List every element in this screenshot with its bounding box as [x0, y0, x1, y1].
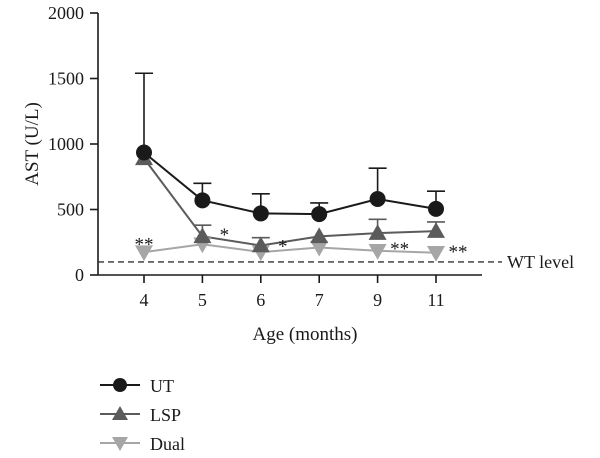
x-tick-label: 7 — [315, 290, 324, 310]
significance-marker: ** — [449, 242, 468, 263]
legend-label: UT — [150, 376, 174, 396]
x-tick-label: 5 — [198, 290, 207, 310]
y-tick-label: 0 — [75, 265, 84, 285]
x-tick-label: 4 — [140, 290, 149, 310]
significance-marker: * — [278, 236, 288, 257]
error-bars — [135, 72, 445, 246]
y-tick-label: 1000 — [48, 134, 84, 154]
series-markers — [135, 144, 445, 262]
y-tick-label: 1500 — [48, 69, 84, 89]
y-tick-label: 2000 — [48, 3, 84, 23]
legend-swatch-marker — [113, 378, 127, 392]
legend-swatch-marker — [112, 406, 128, 420]
significance-marker: ** — [135, 234, 154, 255]
x-tick-label: 6 — [256, 290, 265, 310]
x-axis-label: Age (months) — [252, 324, 357, 345]
marker-dual — [135, 245, 153, 262]
marker-dual — [427, 245, 445, 262]
marker-lsp — [427, 222, 445, 238]
y-axis-label: AST (U/L) — [22, 102, 43, 186]
x-tick-label: 9 — [373, 290, 382, 310]
legend-item-lsp: LSP — [100, 405, 181, 425]
marker-lsp — [193, 227, 212, 244]
axes — [97, 13, 482, 276]
reference-line-group: WT level — [98, 252, 574, 272]
y-ticks: 0 500 1000 1500 2000 — [48, 3, 98, 285]
legend: UT LSP Dual — [100, 376, 185, 454]
series-line-ut — [143, 151, 437, 216]
marker-dual — [310, 240, 329, 257]
significance-annotations: ** ** ** ** — [135, 225, 468, 263]
marker-ut — [136, 144, 152, 161]
marker-ut — [252, 205, 269, 222]
significance-marker: ** — [390, 239, 409, 260]
series-line-lsp — [143, 157, 437, 247]
x-ticks: 4 5 6 7 9 11 — [140, 275, 445, 310]
marker-lsp — [251, 236, 270, 253]
series-line-dual — [143, 243, 437, 254]
significance-marker: * — [220, 225, 230, 246]
legend-label: Dual — [150, 434, 185, 454]
marker-dual — [368, 244, 387, 260]
marker-lsp — [310, 227, 329, 244]
legend-label: LSP — [150, 405, 181, 425]
marker-lsp — [368, 224, 387, 240]
reference-line-label: WT level — [507, 252, 574, 272]
x-tick-label: 11 — [427, 290, 444, 310]
marker-ut — [194, 192, 211, 209]
marker-ut — [369, 191, 386, 208]
legend-swatch-marker — [112, 437, 128, 451]
legend-item-ut: UT — [100, 376, 174, 396]
marker-ut — [428, 200, 444, 217]
y-tick-label: 500 — [57, 200, 84, 220]
marker-ut — [311, 206, 328, 223]
legend-item-dual: Dual — [100, 434, 185, 454]
series-lines — [143, 151, 437, 254]
